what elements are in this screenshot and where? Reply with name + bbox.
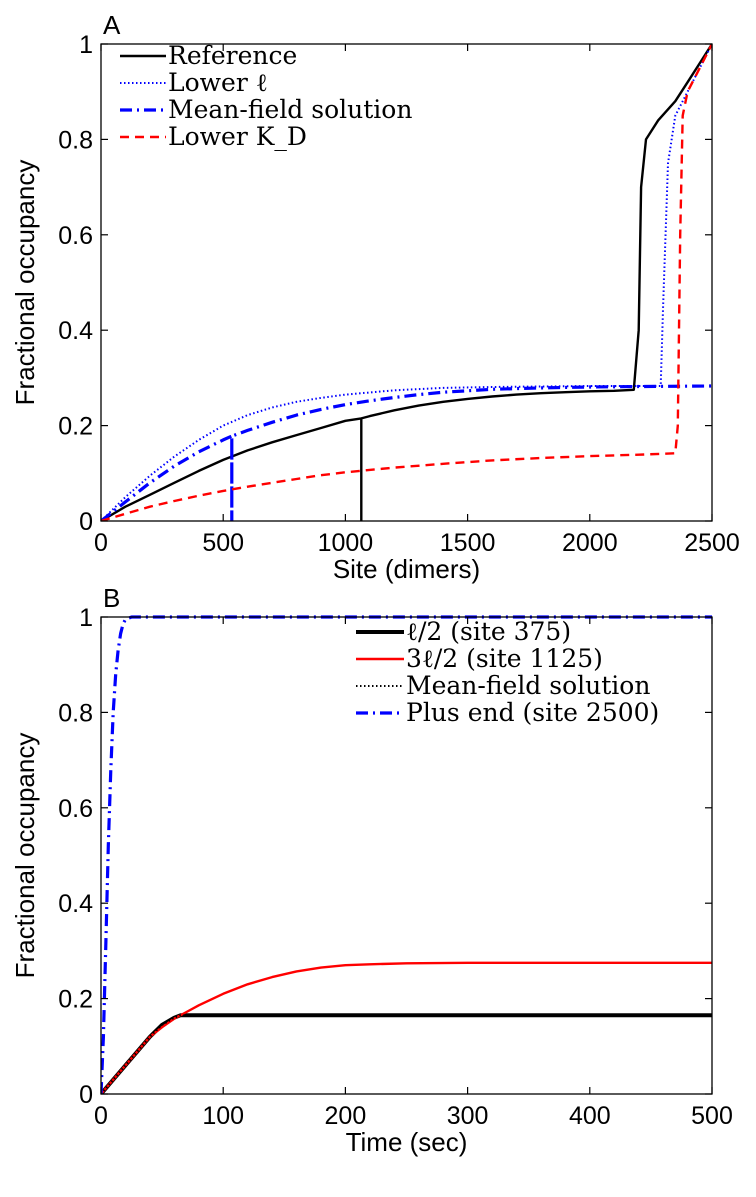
- x-tick-label: 100: [202, 1102, 244, 1130]
- y-axis-title: Fractional occupancy: [10, 733, 40, 979]
- series-line-2: [101, 43, 712, 521]
- x-tick-label: 0: [94, 529, 108, 557]
- x-axis-title: Time (sec): [346, 1127, 468, 1157]
- y-tick-label: 0.6: [58, 795, 93, 823]
- series-line-1: [101, 1013, 712, 1094]
- x-tick-label: 300: [447, 1102, 489, 1130]
- y-axis-title: Fractional occupancy: [10, 160, 40, 406]
- legend-entry: 3ℓ/2 (site 1125): [406, 644, 603, 673]
- y-tick-label: 0: [79, 508, 93, 536]
- panel-B: 0 100 200 300 400 500 0 0.2 0.4 0.6 0.8 1 Time (sec)…: [10, 583, 733, 1157]
- y-tick-label: 0.2: [58, 986, 93, 1014]
- x-tick-label: 200: [325, 1102, 367, 1130]
- y-tick-label: 0.4: [58, 890, 93, 918]
- series-line-1: [101, 43, 712, 521]
- y-tick-label: 0: [79, 1081, 93, 1109]
- panel-A: 0 500 1000 1500 2000 2500 0 0.2 0.4 0.6 0.8 1 Site (…: [10, 10, 740, 584]
- x-tick-label: 1000: [318, 529, 374, 557]
- x-tick-label: 400: [569, 1102, 611, 1130]
- y-tick-label: 0.6: [58, 222, 93, 250]
- panel-letter: A: [103, 10, 121, 40]
- series-line-3: [101, 1014, 712, 1094]
- legend-entry: Lower ℓ: [168, 68, 268, 97]
- series-line-3: [101, 384, 712, 521]
- axes-box: [100, 43, 713, 522]
- y-tick-label: 0.8: [58, 126, 93, 154]
- y-tick-label: 1: [79, 31, 93, 59]
- y-tick-label: 0.2: [58, 413, 93, 441]
- x-tick-label: 500: [691, 1102, 733, 1130]
- legend-entry: Mean-field solution: [168, 95, 412, 124]
- y-tick-label: 1: [79, 604, 93, 632]
- x-tick-label: 0: [94, 1102, 108, 1130]
- x-tick-label: 2000: [562, 529, 618, 557]
- legend-entry: Reference: [168, 41, 297, 70]
- series-line-4: [101, 43, 712, 521]
- panel-letter: B: [103, 583, 120, 613]
- x-tick-label: 2500: [684, 529, 740, 557]
- x-axis-title: Site (dimers): [333, 554, 480, 584]
- x-tick-label: 500: [202, 529, 244, 557]
- y-tick-label: 0.4: [58, 317, 93, 345]
- legend-entry: Plus end (site 2500): [406, 698, 659, 727]
- legend-entry: Mean-field solution: [406, 671, 650, 700]
- y-tick-label: 0.8: [58, 699, 93, 727]
- axes-box: [100, 616, 713, 1095]
- legend-entry: ℓ/2 (site 375): [406, 617, 571, 646]
- series-line-2: [101, 961, 712, 1094]
- legend-entry: Lower K_D: [168, 122, 307, 151]
- x-tick-label: 1500: [440, 529, 496, 557]
